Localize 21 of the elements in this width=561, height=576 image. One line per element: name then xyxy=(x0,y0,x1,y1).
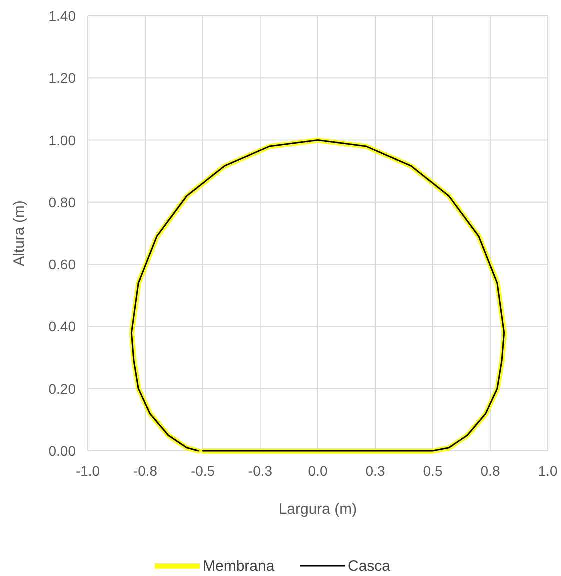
x-tick-label: 1.0 xyxy=(538,463,558,479)
x-tick-label: -0.5 xyxy=(190,463,216,479)
y-axis-title: Altura (m) xyxy=(11,200,28,266)
x-tick-label: -1.0 xyxy=(76,463,100,479)
legend-label: Membrana xyxy=(203,558,276,575)
x-tick-label: 0.0 xyxy=(308,463,328,479)
x-tick-label: 0.5 xyxy=(423,463,443,479)
y-tick-label: 0.60 xyxy=(48,256,76,273)
y-tick-label: 0.20 xyxy=(48,380,76,397)
x-tick-label: -0.3 xyxy=(248,463,273,479)
legend-label: Casca xyxy=(348,558,392,575)
x-tick-label: 0.8 xyxy=(480,463,500,479)
x-axis-title: Largura (m) xyxy=(278,501,358,518)
x-tick-label: -0.8 xyxy=(133,463,158,479)
y-tick-label: 1.20 xyxy=(48,70,76,86)
y-tick-label: 0.00 xyxy=(48,443,76,459)
x-tick-label: 0.3 xyxy=(366,463,386,479)
y-tick-label: 1.00 xyxy=(48,132,76,148)
y-tick-label: 0.40 xyxy=(48,318,76,335)
y-tick-label: 1.40 xyxy=(48,8,76,24)
y-tick-label: 0.80 xyxy=(48,194,76,210)
